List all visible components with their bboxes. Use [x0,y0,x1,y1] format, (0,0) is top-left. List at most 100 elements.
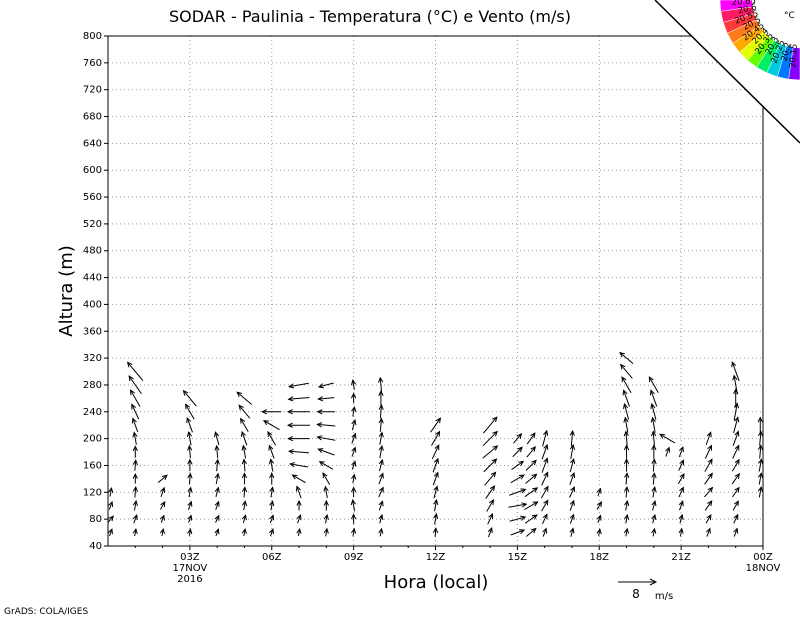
wind-vector-head [378,444,384,451]
wind-vector-head [350,379,357,386]
wind-vector [678,486,684,498]
wind-vector [132,527,138,537]
wind-vector-shaft [185,404,195,420]
wind-vector-shaft [216,445,219,459]
wind-vector [431,430,441,446]
wind-vector-shaft [513,433,522,444]
wind-vector-shaft [215,515,220,523]
wind-vector-shaft [652,459,655,472]
wind-vector-head [351,432,357,439]
wind-vector-head [678,527,684,534]
wind-vector-head [659,433,666,439]
wind-vector-head [433,471,439,478]
wind-vector [542,429,549,447]
wind-vector-head [261,409,267,415]
wind-vector [620,363,633,379]
wind-vector-shaft [379,377,383,393]
wind-vector-head [316,435,323,441]
wind-vector-shaft [107,515,114,523]
wind-vector-head [268,444,274,451]
wind-vector-head [734,458,740,465]
wind-vector-shaft [623,403,630,420]
wind-vector-head [489,485,496,492]
wind-vector-head [187,528,193,535]
wind-vector-shaft [704,487,713,498]
wind-vector-head [378,527,384,534]
wind-vector [733,527,739,537]
wind-vector-shaft [431,444,440,460]
wind-vector [187,486,193,498]
wind-vector [378,513,384,524]
wind-vector-head [623,430,629,437]
wind-vector-head [758,458,764,465]
wind-vector-head [542,513,548,520]
wind-vector [108,528,113,537]
wind-vector-head [187,444,193,451]
wind-vector-shaft [731,473,740,485]
wind-vector-head [623,444,630,451]
wind-vector-head [187,472,193,479]
wind-vector-shaft [318,448,335,456]
wind-vector-head [542,527,548,534]
wind-vector-shaft [214,432,220,446]
wind-vector-shaft [134,460,137,471]
wind-vector-shaft [238,405,251,419]
wind-vector-head [651,500,657,507]
wind-vector-shaft [679,514,683,524]
wind-vector-head [518,460,525,466]
wind-vector-shaft [325,514,328,524]
wind-vector-head [378,513,384,521]
wind-vector-head [351,460,357,467]
wind-vector-shaft [482,416,498,434]
wind-vector-shaft [732,431,739,446]
wind-vector [187,528,193,536]
wind-vector-head [316,409,323,415]
wind-vector [187,458,193,472]
wind-vector-head [543,499,549,506]
wind-vector-shaft [160,515,165,523]
wind-vector-head [161,474,168,480]
wind-vector-head [569,443,576,450]
wind-vector [214,514,220,523]
wind-vector-shaft [731,361,740,382]
y-tick-label: 400 [83,299,102,310]
wind-vector-shaft [569,458,575,473]
wind-vector-shaft [652,431,655,446]
wind-vector [214,458,220,472]
wind-vector-head [491,458,498,464]
wind-vector-head [132,431,138,438]
wind-vector [541,443,549,460]
y-tick-label: 280 [83,380,102,391]
wind-vector-head [187,500,193,507]
wind-vector-head [288,383,295,389]
wind-vector-shaft [706,528,711,537]
x-date-label: 2016 [177,574,202,585]
wind-vector [132,459,138,471]
wind-vector-head [296,527,302,535]
legend-level-label: 20.65 [731,0,756,8]
wind-vector-shaft [133,514,138,524]
wind-vector-shaft [319,461,334,470]
wind-vector-shaft [652,473,655,485]
wind-vector-shaft [290,463,309,468]
wind-vector [350,486,357,498]
y-tick-label: 240 [83,407,102,418]
wind-vector-shaft [485,485,495,499]
wind-vector-head [651,527,657,534]
y-tick-label: 640 [83,138,102,149]
wind-vector-head [543,443,549,450]
wind-vector [525,459,537,471]
wind-vector [378,417,384,432]
wind-vector [316,422,336,428]
wind-vector-head [569,527,575,534]
wind-vector-head [650,416,656,423]
wind-vector [432,457,439,473]
wind-vector [378,376,384,393]
wind-vector-shaft [351,461,356,470]
wind-vector-head [351,446,357,453]
wind-vector-shaft [621,376,632,394]
wind-vector-head [623,458,630,465]
wind-vector-shaft [263,420,280,431]
wind-vector [542,527,548,537]
wind-vector [296,527,302,537]
